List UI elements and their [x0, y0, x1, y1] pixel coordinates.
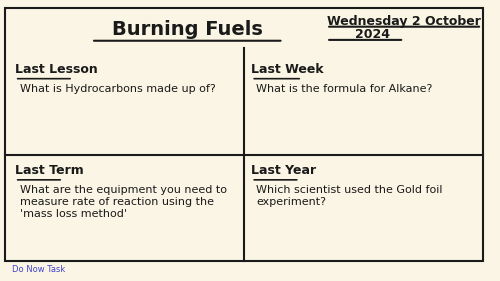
Text: Do Now Task: Do Now Task: [12, 265, 66, 274]
Text: 2024: 2024: [354, 28, 390, 41]
Text: Last Lesson: Last Lesson: [15, 63, 98, 76]
Text: Last Week: Last Week: [252, 63, 324, 76]
Text: What is the formula for Alkane?: What is the formula for Alkane?: [256, 84, 432, 94]
Text: Burning Fuels: Burning Fuels: [112, 20, 262, 39]
Text: Last Term: Last Term: [15, 164, 84, 177]
Text: What is Hydrocarbons made up of?: What is Hydrocarbons made up of?: [20, 84, 216, 94]
Text: What are the equipment you need to
measure rate of reaction using the
'mass loss: What are the equipment you need to measu…: [20, 185, 227, 219]
Text: Last Year: Last Year: [252, 164, 316, 177]
Text: Which scientist used the Gold foil
experiment?: Which scientist used the Gold foil exper…: [256, 185, 443, 207]
Text: Wednesday 2 October: Wednesday 2 October: [327, 15, 481, 28]
